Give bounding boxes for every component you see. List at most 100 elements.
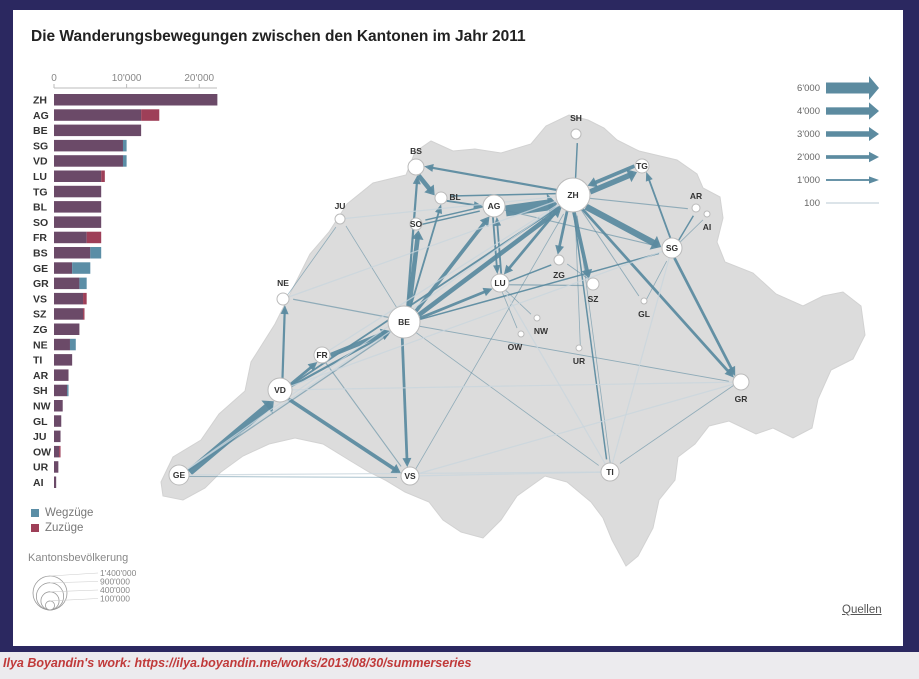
node-TG <box>634 158 650 174</box>
flow-scale-arrow <box>869 102 879 120</box>
flow-arrow-VD-NE <box>280 305 289 315</box>
flow-LU-SZ <box>508 284 583 287</box>
node-label-ZH: ZH <box>567 190 578 200</box>
bar-category-label: JU <box>33 431 46 443</box>
bar-overlap-OW <box>54 445 60 458</box>
bar-wegzuege-NE <box>69 338 76 351</box>
bar-category-label: LU <box>33 171 47 183</box>
legend-wegzuege-label: Wegzüge <box>45 507 94 519</box>
flow-AG-LU <box>492 217 498 271</box>
flow-scale-bar <box>826 179 871 181</box>
bar-wegzuege-GE <box>72 262 91 274</box>
bar-overlap-ZH <box>54 94 218 106</box>
flow-SG-AI <box>679 219 704 243</box>
bar-axis-tick-label: 20'000 <box>184 73 214 84</box>
flow-SG-AR <box>678 215 694 241</box>
node-SZ <box>586 277 600 291</box>
node-label-NW: NW <box>534 326 549 336</box>
node-JU <box>334 213 346 225</box>
bar-category-label: SH <box>33 385 48 397</box>
migration-bar-chart: 0 10'000 20'000 ZH AG BE SG VD LU TG BL SO FR BS GE GR V… <box>33 73 218 489</box>
bar-overlap-FR <box>54 231 87 244</box>
bar-category-label: GE <box>33 263 48 275</box>
legend-wegzuege[interactable]: Wegzüge <box>31 507 93 519</box>
bar-overlap-ZG <box>54 323 80 335</box>
node-GE <box>168 464 190 486</box>
flow-BE-VS <box>400 338 409 464</box>
flow-FR-VS <box>325 362 402 467</box>
switzerland-shape <box>160 114 866 567</box>
flow-BE-NE <box>293 298 389 319</box>
bar-zuzuege-AG <box>141 109 160 121</box>
legend-zuzuege-label: Zuzüge <box>45 522 84 534</box>
population-leader <box>49 589 99 593</box>
flow-BE-ZH <box>417 208 560 317</box>
node-label-UR: UR <box>573 356 585 366</box>
node-label-JU: JU <box>335 201 346 211</box>
flow-map: ZH BE VD AG SG LU GE VS TI GR FR BS BL SO TG NE SZ ZG SH AR… <box>160 76 879 567</box>
zuzuege-swatch <box>31 524 39 532</box>
bar-category-label: AI <box>33 477 44 489</box>
node-AG <box>482 194 506 218</box>
bar-category-label: FR <box>33 232 47 244</box>
node-label-BS: BS <box>410 146 422 156</box>
flow-BE-BS <box>406 179 419 307</box>
node-label-VS: VS <box>404 471 416 481</box>
node-label-VD: VD <box>274 385 286 395</box>
node-ZH <box>555 177 591 213</box>
flow-scale-bar <box>826 155 871 159</box>
flow-BE-TI <box>415 332 599 466</box>
flow-faint-JU-ZH <box>339 194 574 220</box>
flow-arrow-ZH-TG <box>626 169 637 183</box>
population-leader <box>49 572 99 577</box>
bar-category-label: TG <box>33 186 48 198</box>
node-OW <box>517 330 525 338</box>
flow-arrow-BS-BL <box>424 184 435 196</box>
flow-LU-OW <box>501 291 518 329</box>
node-AI <box>703 210 711 218</box>
legend-zuzuege[interactable]: Zuzüge <box>31 522 83 534</box>
flow-scale-bar <box>826 82 871 94</box>
flow-arrow-TG-ZH <box>587 177 598 188</box>
bar-overlap-AI <box>54 476 57 488</box>
bar-wegzuege-SG <box>122 139 127 152</box>
node-label-GR: GR <box>735 394 748 404</box>
quellen-link[interactable]: Quellen <box>842 604 882 616</box>
bar-category-label: TI <box>33 355 42 367</box>
flow-scale-label: 100 <box>804 198 820 209</box>
flow-AG-SG <box>504 209 659 247</box>
node-VS <box>400 466 420 486</box>
bar-zuzuege-LU <box>101 170 105 182</box>
node-TI <box>600 462 620 482</box>
node-BE <box>387 305 421 339</box>
wegzuege-swatch <box>31 509 39 517</box>
bar-category-label: UR <box>33 462 49 474</box>
node-label-TG: TG <box>636 161 648 171</box>
flow-ZH-GR <box>581 208 733 376</box>
flow-SG-GR <box>673 257 735 374</box>
node-label-GL: GL <box>638 309 650 319</box>
bar-overlap-AG <box>54 109 142 121</box>
node-label-NE: NE <box>277 278 289 288</box>
bar-category-label: SZ <box>33 309 47 321</box>
bar-zuzuege-FR <box>86 231 102 244</box>
population-label: 400'000 <box>100 585 130 595</box>
flow-arrow-BE-LU <box>482 287 493 297</box>
flow-SO-AG <box>422 210 480 226</box>
flow-BE-AG <box>414 218 489 313</box>
flow-arrow-LU-AG <box>493 216 502 227</box>
population-circle <box>45 600 55 611</box>
flow-faint-GE-ZH <box>178 194 574 476</box>
population-label: 100'000 <box>100 594 130 604</box>
flow-scale-arrow <box>869 76 879 100</box>
flow-scale-arrow <box>869 127 879 141</box>
flow-VD-BE <box>291 332 389 388</box>
bar-category-label: GR <box>33 278 49 290</box>
bar-overlap-LU <box>54 170 102 182</box>
flow-AG-SO <box>425 206 484 221</box>
flow-scale-label: 6'000 <box>797 83 820 94</box>
flow-scale-label: 1'000 <box>797 175 820 186</box>
flow-arrow-ZH-SG <box>649 235 662 250</box>
flow-UR-ZH <box>574 215 581 345</box>
